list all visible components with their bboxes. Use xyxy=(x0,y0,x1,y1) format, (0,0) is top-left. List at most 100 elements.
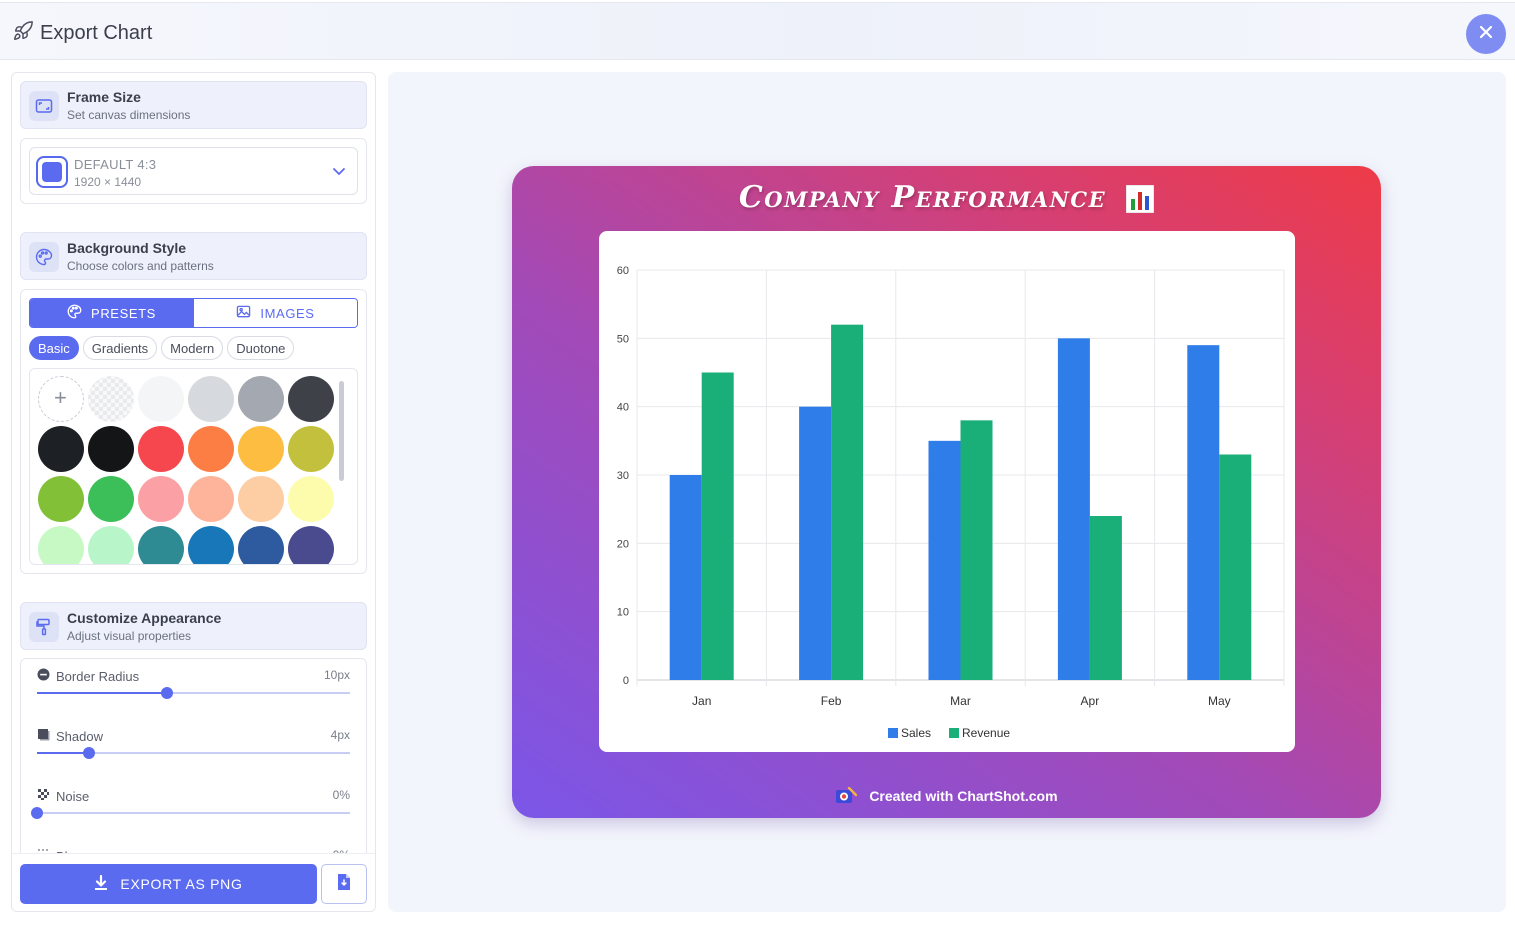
color-swatch[interactable] xyxy=(88,476,134,522)
shadow-thumb[interactable] xyxy=(82,747,95,759)
chip-basic[interactable]: Basic xyxy=(29,336,79,360)
color-swatch[interactable] xyxy=(138,426,184,472)
bar-sales xyxy=(1057,338,1090,680)
header-title-group: Export Chart xyxy=(12,20,152,47)
x-tick-label: Apr xyxy=(1081,694,1100,708)
border-radius-value: 10px xyxy=(323,668,350,682)
color-swatch[interactable] xyxy=(138,376,184,422)
plus-icon: + xyxy=(54,385,67,410)
shadow-track[interactable] xyxy=(37,752,350,754)
card-title: Company Performance xyxy=(738,180,1107,215)
x-tick-label: Feb xyxy=(821,694,842,708)
palette-icon xyxy=(67,304,91,322)
add-color-swatch[interactable]: + xyxy=(38,376,84,422)
bar-revenue xyxy=(960,420,993,680)
color-swatch[interactable] xyxy=(38,526,84,564)
bar-revenue xyxy=(1089,516,1122,680)
color-swatch[interactable] xyxy=(288,376,334,422)
noise-track[interactable] xyxy=(37,812,350,814)
background-category-chips: Basic Gradients Modern Duotone xyxy=(29,336,298,360)
legend-label: Revenue xyxy=(962,726,1010,740)
export-file-button[interactable] xyxy=(321,864,367,904)
tab-images[interactable]: IMAGES xyxy=(193,299,357,327)
y-tick-label: 10 xyxy=(617,607,629,619)
noise-thumb[interactable] xyxy=(31,807,43,819)
file-icon xyxy=(336,873,352,896)
color-swatch[interactable] xyxy=(188,426,234,472)
color-swatch[interactable] xyxy=(88,526,134,564)
shadow-label: Shadow xyxy=(56,728,103,744)
frame-preset-name: DEFAULT 4:3 xyxy=(74,157,157,172)
customize-appearance-subheading: Adjust visual properties xyxy=(67,629,192,643)
export-png-button[interactable]: EXPORT AS PNG xyxy=(20,864,317,904)
paint-roller-icon xyxy=(29,612,59,642)
x-tick-label: May xyxy=(1208,694,1231,708)
export-png-label: EXPORT AS PNG xyxy=(120,876,243,892)
noise-value: 0% xyxy=(332,788,350,802)
shadow-value: 4px xyxy=(330,728,350,742)
card-title-row: Company Performance xyxy=(512,180,1381,215)
shadow-fill xyxy=(37,752,89,754)
noise-icon xyxy=(37,788,50,804)
border-radius-thumb[interactable] xyxy=(160,687,173,699)
watermark: Created with ChartShot.com xyxy=(512,786,1381,808)
settings-panel: Frame Size Set canvas dimensions DEFAULT… xyxy=(11,72,376,912)
bar-sales xyxy=(669,475,702,680)
chartshot-logo-icon xyxy=(835,786,858,808)
background-tabs: PRESETS IMAGES xyxy=(29,298,358,328)
color-swatch[interactable] xyxy=(138,476,184,522)
swatch-scrollbar[interactable] xyxy=(339,381,344,481)
color-swatch[interactable] xyxy=(188,476,234,522)
transparent-swatch[interactable] xyxy=(88,376,134,422)
legend-swatch xyxy=(949,728,959,738)
color-swatch[interactable] xyxy=(238,426,284,472)
border-radius-track[interactable] xyxy=(37,692,350,694)
border-radius-fill xyxy=(37,692,167,694)
color-swatch[interactable] xyxy=(288,476,334,522)
color-swatch[interactable] xyxy=(288,526,334,564)
legend-label: Sales xyxy=(901,726,931,740)
chip-gradients[interactable]: Gradients xyxy=(82,336,158,360)
color-swatch[interactable] xyxy=(238,376,284,422)
download-icon xyxy=(94,874,120,894)
watermark-text: Created with ChartShot.com xyxy=(869,788,1058,805)
color-swatch[interactable] xyxy=(138,526,184,564)
close-button[interactable] xyxy=(1466,14,1506,54)
x-tick-label: Mar xyxy=(950,694,971,708)
color-swatch[interactable] xyxy=(38,476,84,522)
chevron-down-icon xyxy=(332,164,346,183)
color-swatch[interactable] xyxy=(38,426,84,472)
chip-modern[interactable]: Modern xyxy=(161,336,224,360)
frame-size-select[interactable]: DEFAULT 4:3 1920 × 1440 xyxy=(29,147,358,195)
noise-label: Noise xyxy=(56,788,90,804)
color-swatch[interactable] xyxy=(238,476,284,522)
rocket-icon xyxy=(12,20,34,47)
y-tick-label: 30 xyxy=(617,470,629,482)
color-swatch-grid: + xyxy=(29,368,358,565)
bar-revenue xyxy=(1219,454,1252,680)
color-swatch[interactable] xyxy=(238,526,284,564)
color-swatch[interactable] xyxy=(88,426,134,472)
x-tick-label: Jan xyxy=(692,694,711,708)
y-tick-label: 50 xyxy=(617,333,629,345)
color-swatch[interactable] xyxy=(288,426,334,472)
frame-ratio-icon xyxy=(36,156,68,188)
color-swatch[interactable] xyxy=(188,376,234,422)
chip-duotone[interactable]: Duotone xyxy=(227,336,295,360)
bar-sales xyxy=(928,440,961,680)
tab-presets[interactable]: PRESETS xyxy=(30,299,193,327)
chart-preview-card: Company Performance 0 10 20 30 40 50 60 Jan Feb M… xyxy=(512,166,1381,818)
frame-size-subheading: Set canvas dimensions xyxy=(67,108,191,122)
bar-chart-icon xyxy=(1126,185,1155,213)
bar-chart: 0 10 20 30 40 50 60 Jan Feb Mar Apr May Sales Revenue xyxy=(617,265,1285,740)
export-action-bar: EXPORT AS PNG xyxy=(12,853,375,911)
legend-swatch xyxy=(888,728,898,738)
noise-label-group: Noise xyxy=(37,788,89,804)
bar-sales xyxy=(799,406,832,680)
tab-images-label: IMAGES xyxy=(260,305,315,321)
color-swatch[interactable] xyxy=(188,526,234,564)
frame-size-box: DEFAULT 4:3 1920 × 1440 xyxy=(20,138,367,204)
tab-presets-label: PRESETS xyxy=(91,305,156,321)
y-tick-label: 40 xyxy=(617,402,629,414)
bar-revenue xyxy=(701,372,734,680)
